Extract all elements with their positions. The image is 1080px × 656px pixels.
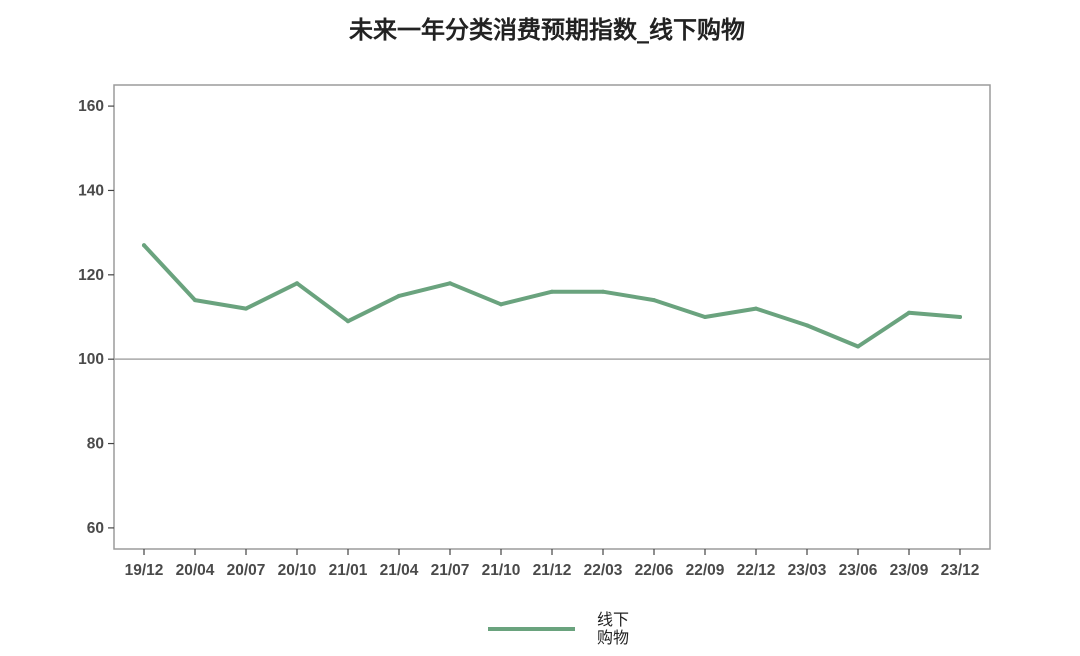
x-tick-label: 23/03: [788, 562, 827, 579]
data-point: [499, 302, 503, 307]
data-point: [652, 298, 656, 303]
x-axis: 19/12 20/04 20/07 20/10 21/01 21/04 21/07 21/10…: [125, 549, 980, 579]
y-tick-label: 160: [78, 98, 104, 115]
y-tick-label: 80: [87, 436, 104, 453]
x-tick-label: 21/07: [431, 562, 470, 579]
data-point: [448, 281, 452, 286]
data-point: [601, 289, 605, 294]
data-point: [856, 344, 860, 349]
legend-label: 线下 购物: [597, 610, 634, 647]
x-tick-label: 20/10: [278, 562, 317, 579]
data-point: [907, 310, 911, 315]
plot-frame: [113, 84, 991, 550]
data-point: [958, 315, 962, 319]
data-point: [754, 306, 758, 311]
x-tick-label: 19/12: [125, 562, 164, 579]
chart-title: 未来一年分类消费预期指数_线下购物: [349, 15, 745, 44]
legend-label-line-2: 购物: [597, 628, 629, 647]
x-tick-label: 22/03: [584, 562, 623, 579]
x-tick-label: 20/07: [227, 562, 266, 579]
data-point: [397, 293, 401, 298]
y-axis: 60 80 100 120 140 160: [78, 98, 114, 537]
series-line: [142, 243, 962, 349]
data-point: [142, 243, 146, 248]
data-point: [703, 315, 707, 319]
data-point: [193, 298, 197, 303]
data-point: [244, 306, 248, 311]
legend: 线下 购物: [488, 610, 634, 647]
x-tick-label: 20/04: [176, 562, 215, 579]
data-point: [346, 319, 350, 324]
x-tick-label: 21/10: [482, 562, 521, 579]
y-tick-label: 100: [78, 351, 104, 368]
y-tick-label: 120: [78, 267, 104, 284]
data-point: [550, 289, 554, 294]
x-tick-label: 23/12: [941, 562, 980, 579]
x-tick-label: 21/01: [329, 562, 368, 579]
x-tick-label: 23/06: [839, 562, 878, 579]
legend-label-line-1: 线下: [597, 610, 629, 629]
y-tick-label: 60: [87, 520, 104, 537]
x-tick-label: 21/12: [533, 562, 572, 579]
series-group: [142, 243, 962, 349]
data-point: [805, 323, 809, 328]
x-tick-label: 23/09: [890, 562, 929, 579]
x-tick-label: 21/04: [380, 562, 419, 579]
y-tick-label: 140: [78, 182, 104, 199]
x-tick-label: 22/12: [737, 562, 776, 579]
data-point: [295, 281, 299, 286]
x-tick-label: 22/06: [635, 562, 674, 579]
x-tick-label: 22/09: [686, 562, 725, 579]
